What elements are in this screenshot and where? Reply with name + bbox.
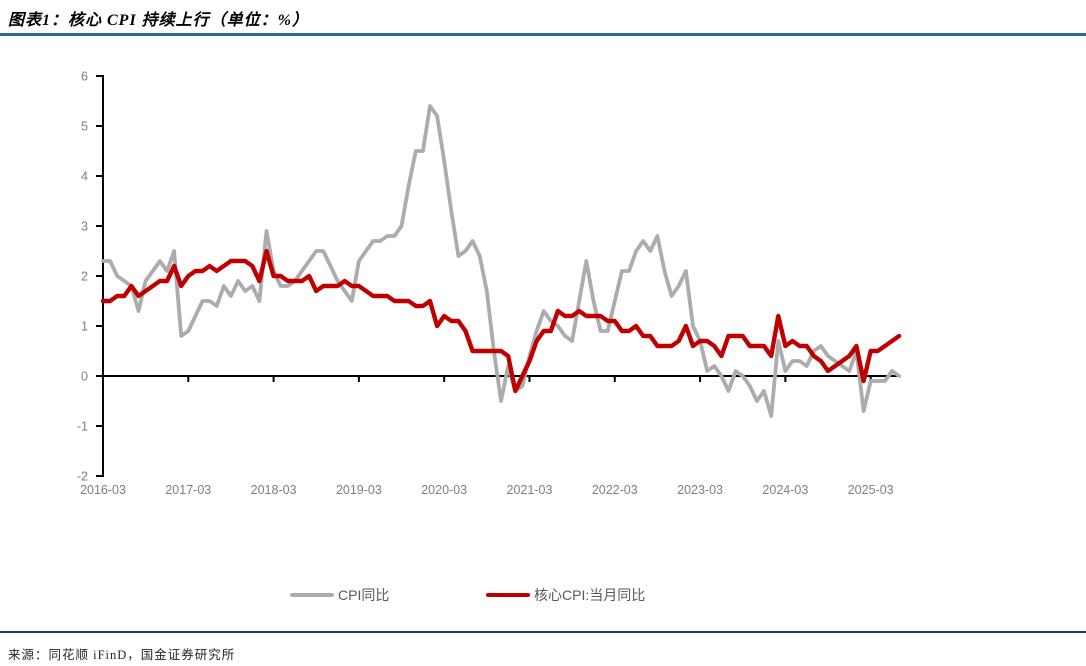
legend-label-core-cpi: 核心CPI:当月同比 bbox=[534, 587, 646, 603]
x-tick-label: 2021-03 bbox=[507, 483, 553, 497]
x-tick-label: 2019-03 bbox=[336, 483, 382, 497]
x-tick-label: 2023-03 bbox=[677, 483, 723, 497]
cpi-line-swatch bbox=[290, 593, 334, 597]
legend-label-cpi: CPI同比 bbox=[338, 587, 390, 603]
y-tick-label: 5 bbox=[81, 120, 88, 134]
y-tick-label: 6 bbox=[81, 70, 88, 84]
x-tick-label: 2018-03 bbox=[251, 483, 297, 497]
y-tick-label: -1 bbox=[77, 420, 88, 434]
x-tick-label: 2020-03 bbox=[421, 483, 467, 497]
x-tick-label: 2016-03 bbox=[80, 483, 126, 497]
legend-item-cpi: CPI同比 bbox=[290, 586, 389, 604]
core-cpi-yoy-line bbox=[100, 248, 902, 394]
x-tick-label: 2025-03 bbox=[848, 483, 894, 497]
x-tick-label: 2017-03 bbox=[165, 483, 211, 497]
cpi-chart: 6 5 4 3 2 1 0 -1 -2 2016-03 2017-03 2018-03 2019-03 2… bbox=[77, 70, 902, 497]
y-tick-label: 2 bbox=[81, 270, 88, 284]
core-cpi-line-swatch bbox=[486, 593, 530, 597]
x-tick-label: 2024-03 bbox=[762, 483, 808, 497]
y-tick-label: 3 bbox=[81, 220, 88, 234]
chart-title: 图表1：核心 CPI 持续上行（单位：%） bbox=[8, 12, 310, 29]
source-note: 来源：同花顺 iFinD，国金证券研究所 bbox=[8, 648, 236, 662]
x-tick-label: 2022-03 bbox=[592, 483, 638, 497]
y-tick-label: 4 bbox=[81, 170, 88, 184]
legend-item-core-cpi: 核心CPI:当月同比 bbox=[486, 586, 645, 604]
title-divider bbox=[0, 33, 1086, 36]
y-tick-label: 0 bbox=[81, 370, 88, 384]
y-tick-label: -2 bbox=[77, 470, 88, 484]
footer-divider bbox=[0, 631, 1086, 633]
chart-legend: CPI同比 核心CPI:当月同比 bbox=[0, 586, 1086, 606]
cpi-yoy-line bbox=[101, 104, 901, 418]
y-tick-label: 1 bbox=[81, 320, 88, 334]
